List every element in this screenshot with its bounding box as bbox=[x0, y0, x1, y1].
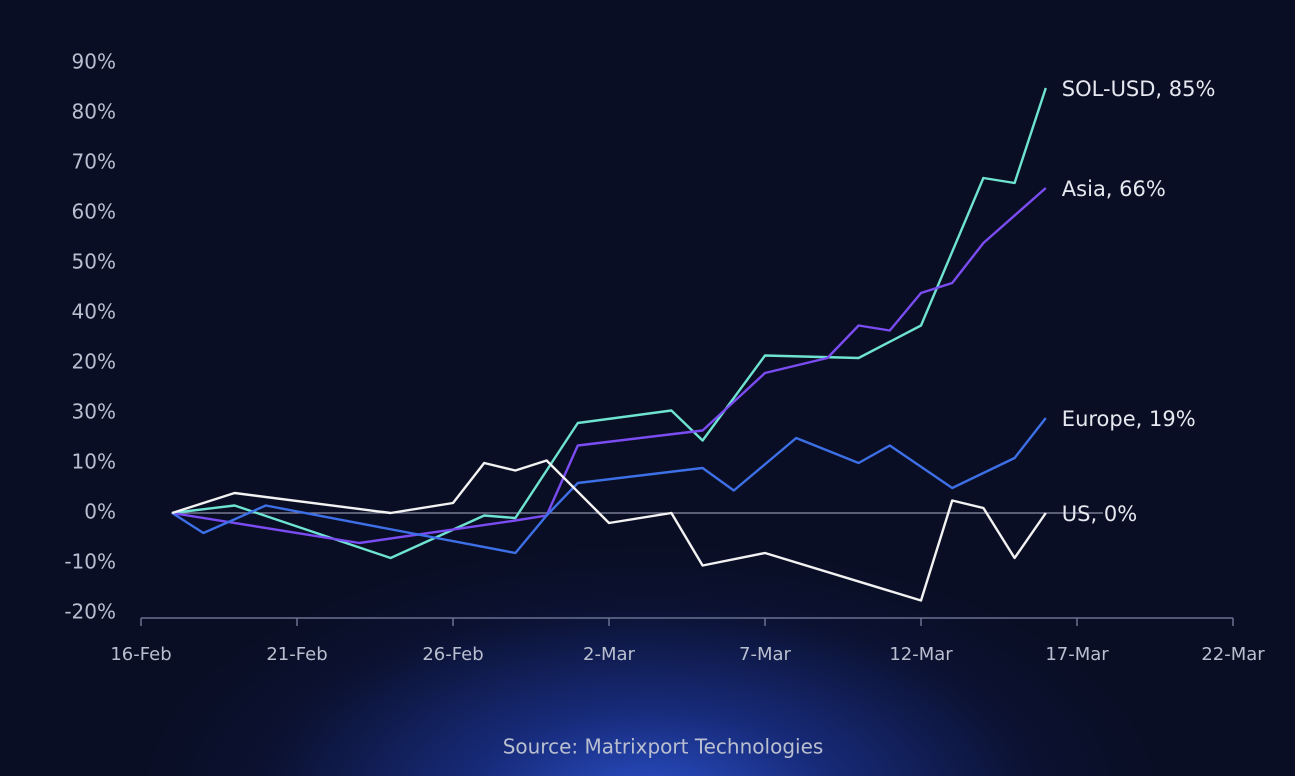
x-tick-label: 12-Mar bbox=[889, 644, 953, 665]
x-tick-label: 16-Feb bbox=[110, 644, 171, 665]
source-note: Source: Matrixport Technologies bbox=[503, 735, 824, 759]
series-line bbox=[172, 87, 1047, 560]
series-line bbox=[172, 187, 1047, 545]
x-tick-label: 22-Mar bbox=[1201, 644, 1265, 665]
x-tick-label: 26-Feb bbox=[422, 644, 483, 665]
y-tick-label: 60% bbox=[72, 200, 116, 224]
y-tick-label: 80% bbox=[72, 100, 116, 124]
series-end-label: Europe, 19% bbox=[1062, 407, 1196, 431]
y-tick-label: 90% bbox=[72, 50, 116, 74]
y-tick-label: 20% bbox=[72, 350, 116, 374]
y-tick-label: 10% bbox=[72, 450, 116, 474]
y-tick-label: 30% bbox=[72, 400, 116, 424]
x-tick-label: 17-Mar bbox=[1045, 644, 1109, 665]
x-tick-label: 7-Mar bbox=[739, 644, 792, 665]
x-tick-label: 2-Mar bbox=[583, 644, 636, 665]
series-end-label: SOL-USD, 85% bbox=[1062, 77, 1216, 101]
series-end-label: US, 0% bbox=[1062, 502, 1137, 526]
y-tick-label: -20% bbox=[64, 600, 116, 624]
y-tick-label: 70% bbox=[72, 150, 116, 174]
series-line bbox=[171, 417, 1047, 555]
y-tick-label: -10% bbox=[64, 550, 116, 574]
x-tick-label: 21-Feb bbox=[266, 644, 327, 665]
series-end-label: Asia, 66% bbox=[1062, 177, 1166, 201]
y-tick-label: 0% bbox=[84, 500, 116, 524]
series-line bbox=[171, 459, 1047, 602]
y-tick-label: 50% bbox=[72, 250, 116, 274]
y-tick-label: 40% bbox=[72, 300, 116, 324]
